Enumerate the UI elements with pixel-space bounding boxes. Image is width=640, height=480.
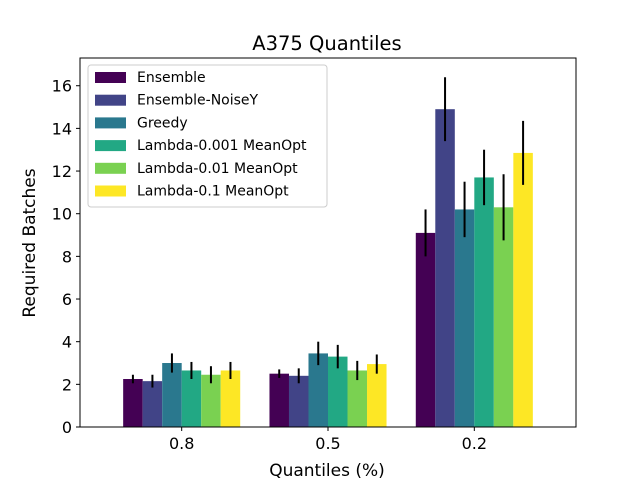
x-axis-label: Quantiles (%) — [269, 461, 385, 480]
y-axis: 0 2 4 6 8 10 12 14 16 — [52, 77, 80, 437]
y-tick-label: 6 — [62, 290, 72, 309]
bar — [201, 374, 221, 427]
y-tick-label: 10 — [52, 205, 72, 224]
legend-box — [87, 64, 328, 208]
legend-swatch — [95, 140, 126, 152]
legend-label: Lambda-0.1 MeanOpt — [137, 184, 289, 200]
legend-label: Lambda-0.001 MeanOpt — [137, 138, 307, 154]
legend-swatch — [95, 72, 126, 83]
y-tick-label: 14 — [52, 119, 72, 138]
legend-swatch — [95, 94, 126, 106]
y-tick-label: 12 — [52, 162, 72, 181]
legend-swatch — [95, 185, 126, 197]
bar — [288, 375, 309, 427]
bar — [415, 232, 436, 427]
y-tick-label: 4 — [62, 333, 72, 352]
chart-title: A375 Quantiles — [252, 32, 401, 55]
bar — [142, 381, 163, 427]
plot-frame — [79, 57, 577, 428]
y-tick-label: 8 — [62, 247, 72, 266]
bar — [493, 207, 514, 427]
bar — [513, 152, 533, 427]
y-tick-label: 16 — [52, 77, 72, 96]
bar — [269, 373, 289, 427]
bar — [367, 364, 387, 427]
bar — [347, 370, 368, 427]
bar — [328, 356, 348, 427]
x-tick-label: 0.8 — [169, 434, 194, 453]
x-axis: 0.8 0.5 0.2 — [169, 427, 487, 453]
y-tick-label: 0 — [62, 418, 72, 437]
legend-label: Ensemble-NoiseY — [137, 93, 259, 109]
bars-layer — [123, 109, 533, 428]
bar — [435, 109, 455, 428]
legend-swatch — [95, 117, 126, 129]
legend-swatch — [95, 162, 126, 174]
y-tick-label: 2 — [62, 375, 72, 394]
legend-label: Greedy — [137, 115, 188, 131]
bar — [454, 209, 475, 427]
bar — [123, 379, 143, 427]
error-bars-layer — [131, 77, 525, 388]
bar — [162, 363, 182, 427]
bar — [181, 370, 202, 427]
y-axis-label: Required Batches — [20, 168, 40, 317]
legend: Ensemble Ensemble-NoiseY Greedy Lambda-0.00… — [87, 64, 328, 208]
legend-label: Lambda-0.01 MeanOpt — [137, 161, 298, 177]
x-tick-label: 0.5 — [315, 434, 340, 453]
bar — [220, 370, 241, 427]
x-tick-label: 0.2 — [462, 434, 487, 453]
legend-label: Ensemble — [137, 70, 206, 86]
bar — [474, 177, 494, 427]
bar — [308, 353, 328, 427]
